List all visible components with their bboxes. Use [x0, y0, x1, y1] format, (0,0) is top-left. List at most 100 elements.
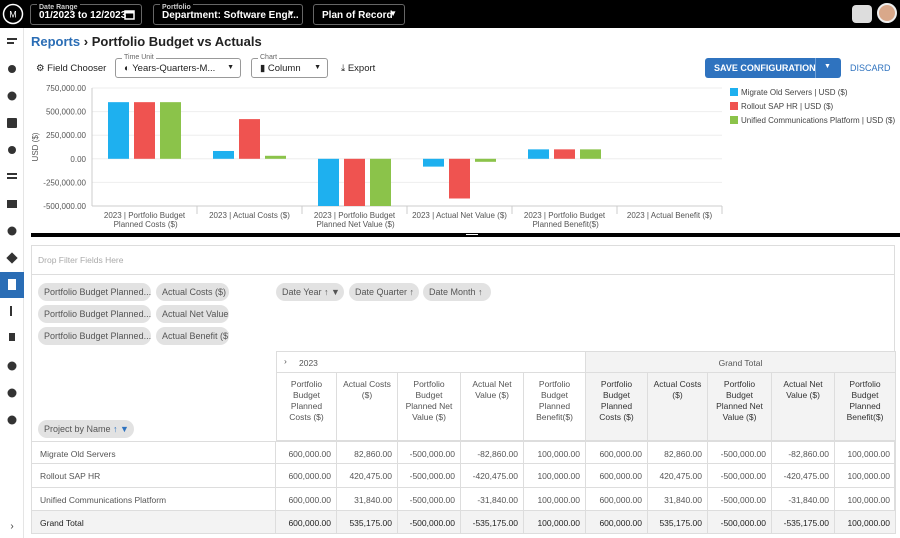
table-cell: 420,475.00: [648, 464, 708, 488]
x-tick-label: 2023 | Actual Net Value ($): [412, 211, 507, 220]
field-chooser[interactable]: ⚙ Field Chooser: [36, 63, 107, 74]
time-unit-label: Time Unit: [122, 54, 156, 61]
table-cell: -500,000.00: [708, 511, 772, 534]
row-header: Unified Communications Platform: [32, 488, 276, 511]
table-cell: 100,000.00: [835, 464, 896, 488]
column-field-text: Date Quarter: [355, 287, 408, 297]
table-cell: -535,175.00: [461, 511, 524, 534]
plan-value: Plan of Record: [322, 10, 393, 21]
table-cell: -500,000.00: [398, 441, 461, 464]
chart-type-value: Column: [267, 63, 301, 74]
bar: [344, 158, 365, 206]
table-cell: -31,840.00: [772, 488, 835, 511]
x-tick-label: 2023 | Portfolio Budget Planned Benefit(…: [524, 211, 606, 229]
svg-text:›: ›: [10, 521, 13, 532]
table-cell: 420,475.00: [337, 464, 398, 488]
table-cell: -535,175.00: [772, 511, 835, 534]
sidebar: ›: [0, 28, 24, 538]
column-header: Actual Net Value ($): [461, 373, 524, 441]
table-cell: 100,000.00: [835, 441, 896, 464]
avatar[interactable]: [877, 3, 897, 23]
table-cell: 600,000.00: [276, 488, 337, 511]
portfolio-select[interactable]: Portfolio Department: Software Engi... ▼: [153, 4, 303, 25]
table-cell: -500,000.00: [398, 488, 461, 511]
table-cell: 600,000.00: [276, 464, 337, 488]
column-field-chip[interactable]: Date Year ↑ ▼: [276, 283, 344, 301]
bar: [475, 158, 496, 162]
export-text: Export: [347, 63, 376, 74]
bar: [213, 150, 234, 159]
y-tick-label: 0.00: [70, 155, 86, 164]
table-cell: 82,860.00: [648, 441, 708, 464]
table-cell: 82,860.00: [337, 441, 398, 464]
discard-button[interactable]: DISCARD: [850, 63, 891, 73]
column-header: Portfolio Budget Planned Net Value ($): [708, 373, 772, 441]
breadcrumb-parent[interactable]: Reports: [31, 34, 81, 49]
table-cell: -500,000.00: [398, 511, 461, 534]
data-field-chip[interactable]: Actual Net Value ($): [156, 305, 229, 323]
bar: [449, 158, 470, 199]
table-cell: -420,475.00: [461, 464, 524, 488]
table-cell: -500,000.00: [708, 488, 772, 511]
data-field-chip[interactable]: Actual Costs ($): [156, 283, 229, 301]
data-field-chip[interactable]: Actual Benefit ($): [156, 327, 229, 345]
data-field-chip[interactable]: Portfolio Budget Planned...: [38, 327, 151, 345]
bar: [423, 158, 444, 167]
column-group-header: Grand Total: [586, 351, 896, 373]
bar: [108, 102, 129, 159]
data-field-chip[interactable]: Portfolio Budget Planned...: [38, 283, 151, 301]
table-cell: 100,000.00: [524, 511, 586, 534]
legend-swatch: [730, 102, 738, 110]
legend-label: Migrate Old Servers | USD ($): [741, 88, 848, 97]
data-field-chip[interactable]: Portfolio Budget Planned...: [38, 305, 151, 323]
row-field-chip[interactable]: Project by Name ↑ ▼: [38, 420, 134, 438]
dropdown-arrow: ▼: [287, 9, 295, 18]
column-field-chip[interactable]: Date Quarter ↑: [349, 283, 419, 301]
row-header: Grand Total: [32, 511, 276, 534]
column-header: Actual Net Value ($): [772, 373, 835, 441]
bar: [239, 119, 260, 159]
export-button[interactable]: ⤓ Export: [341, 63, 376, 74]
chart-select[interactable]: Chart ▮ Column ▼: [251, 54, 328, 78]
filter-drop-zone[interactable]: Drop Filter Fields Here: [32, 246, 894, 275]
y-tick-label: -500,000.00: [43, 202, 86, 211]
legend-label: Rollout SAP HR | USD ($): [741, 102, 834, 111]
x-tick-label: 2023 | Portfolio Budget Planned Costs ($…: [104, 211, 186, 229]
bar: [318, 158, 339, 206]
bar: [370, 158, 391, 206]
table-cell: 600,000.00: [586, 488, 648, 511]
y-tick-label: 500,000.00: [46, 108, 87, 117]
column-field-text: Date Year: [282, 287, 322, 297]
table-cell: 100,000.00: [835, 488, 896, 511]
time-unit-select[interactable]: Time Unit ◐ Years-Quarters-M... ▼: [115, 54, 241, 78]
legend-label: Unified Communications Platform | USD ($…: [741, 116, 895, 125]
dropdown-arrow: ▼: [389, 9, 397, 18]
y-tick-label: 250,000.00: [46, 131, 87, 140]
column-field-chip[interactable]: Date Month ↑: [423, 283, 491, 301]
bar: [528, 149, 549, 159]
bar: [160, 102, 181, 159]
row-header: Rollout SAP HR: [32, 464, 276, 488]
field-chooser-text: Field Chooser: [47, 63, 107, 74]
table-cell: -500,000.00: [398, 464, 461, 488]
legend-swatch: [730, 116, 738, 124]
table-cell: 100,000.00: [524, 464, 586, 488]
notification-button[interactable]: [852, 5, 872, 23]
top-bar: M Date Range 01/2023 to 12/2023 Portfoli…: [0, 0, 900, 28]
save-configuration-button[interactable]: SAVE CONFIGURATION ▼: [705, 58, 841, 78]
splitter[interactable]: [31, 233, 900, 237]
table-cell: 600,000.00: [276, 441, 337, 464]
y-tick-label: -250,000.00: [43, 178, 86, 187]
breadcrumb: Reports › Portfolio Budget vs Actuals: [31, 34, 262, 49]
x-tick-label: 2023 | Actual Benefit ($): [627, 211, 713, 220]
svg-text:M: M: [9, 10, 17, 20]
column-header: Portfolio Budget Planned Costs ($): [586, 373, 648, 441]
column-header: Portfolio Budget Planned Costs ($): [276, 373, 337, 441]
plan-select[interactable]: Plan of Record ▼: [313, 4, 405, 25]
table-cell: 31,840.00: [337, 488, 398, 511]
table-cell: 100,000.00: [524, 488, 586, 511]
column-field-text: Date Month: [429, 287, 476, 297]
date-range-label: Date Range: [37, 4, 80, 11]
date-range[interactable]: Date Range 01/2023 to 12/2023: [30, 4, 142, 25]
